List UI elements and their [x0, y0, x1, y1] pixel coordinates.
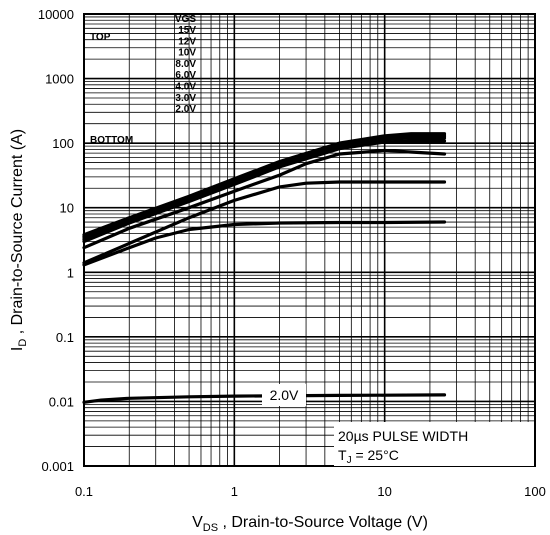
- legend-entry: 3.0V: [175, 93, 196, 104]
- tick-labels: 0.1 1 10 100 0.001 0.01 0.1 1 10 100 1000 10000: [38, 7, 546, 499]
- pulse-width-label: 20µs PULSE WIDTH: [338, 428, 468, 444]
- y-tick-label: 0.001: [41, 459, 74, 474]
- series-line-3-0v: [82, 180, 447, 265]
- legend-entry: 2.0V: [175, 104, 196, 115]
- series-line-2-0v: [82, 393, 447, 404]
- y-tick-label: 10: [60, 201, 74, 216]
- x-axis-label: VDS , Drain-to-Source Voltage (V): [192, 514, 428, 534]
- series-line-2-0v-low: [82, 220, 447, 267]
- legend-entry: 4.0V: [175, 82, 196, 93]
- series-group: [82, 132, 447, 404]
- curve-label-2v: 2.0V: [270, 387, 299, 403]
- legend-entry: 12V: [178, 36, 196, 47]
- junction-temp-label: TJ = 25°C: [338, 447, 399, 466]
- y-axis-label: ID , Drain-to-Source Current (A): [9, 129, 29, 351]
- y-tick-label: 1000: [45, 72, 74, 87]
- series-line-8-0v: [82, 136, 447, 242]
- y-tick-label: 0.1: [56, 330, 74, 345]
- x-tick-label: 100: [524, 484, 546, 499]
- x-tick-label: 1: [231, 484, 238, 499]
- legend: VGS TOP BOTTOM 15V12V10V8.0V6.0V4.0V3.0V…: [90, 14, 196, 146]
- y-tick-label: 0.01: [49, 394, 74, 409]
- curve-label-box: 2.0V: [262, 384, 306, 406]
- legend-entry: 8.0V: [175, 59, 196, 70]
- legend-top-label: TOP: [90, 32, 111, 43]
- legend-entry: 15V: [178, 25, 196, 36]
- legend-header: VGS: [175, 14, 196, 25]
- series-line-6-0v: [82, 139, 447, 244]
- y-tick-label: 100: [52, 136, 74, 151]
- y-tick-label: 10000: [38, 7, 74, 22]
- legend-entry: 6.0V: [175, 70, 196, 81]
- series-line-4-0v: [82, 148, 447, 250]
- x-tick-label: 0.1: [75, 484, 93, 499]
- plot-frame: [83, 13, 536, 467]
- x-tick-label: 10: [377, 484, 391, 499]
- legend-bottom-label: BOTTOM: [90, 135, 133, 146]
- test-conditions-box: 20µs PULSE WIDTH TJ = 25°C: [334, 422, 534, 466]
- legend-entry: 10V: [178, 48, 196, 59]
- y-tick-label: 1: [67, 265, 74, 280]
